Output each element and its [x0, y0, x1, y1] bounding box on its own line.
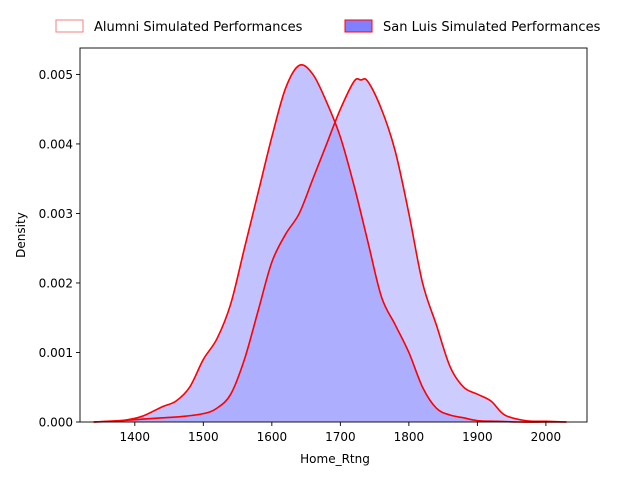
- x-tick-label-1600: 1600: [257, 430, 288, 444]
- x-axis-label: Home_Rtng: [300, 452, 370, 466]
- x-tick-label-1900: 1900: [462, 430, 493, 444]
- legend-swatch-alumni: [56, 20, 83, 32]
- y-axis-label: Density: [14, 212, 28, 258]
- y-tick-label-5: 0.005: [39, 68, 73, 82]
- x-tick-label-2000: 2000: [531, 430, 562, 444]
- legend-swatch-san-luis: [345, 20, 372, 32]
- y-tick-label-1: 0.001: [39, 346, 73, 360]
- legend-label-alumni: Alumni Simulated Performances: [94, 20, 303, 35]
- legend-label-san-luis: San Luis Simulated Performances: [383, 20, 601, 35]
- y-tick-label-2: 0.002: [39, 276, 73, 290]
- x-tick-label-1700: 1700: [325, 430, 356, 444]
- y-tick-label-0: 0.000: [39, 416, 73, 430]
- x-tick-label-1800: 1800: [394, 430, 425, 444]
- x-tick-label-1400: 1400: [120, 430, 151, 444]
- x-tick-label-1500: 1500: [188, 430, 219, 444]
- y-tick-label-3: 0.003: [39, 207, 73, 221]
- y-tick-label-4: 0.004: [39, 137, 73, 151]
